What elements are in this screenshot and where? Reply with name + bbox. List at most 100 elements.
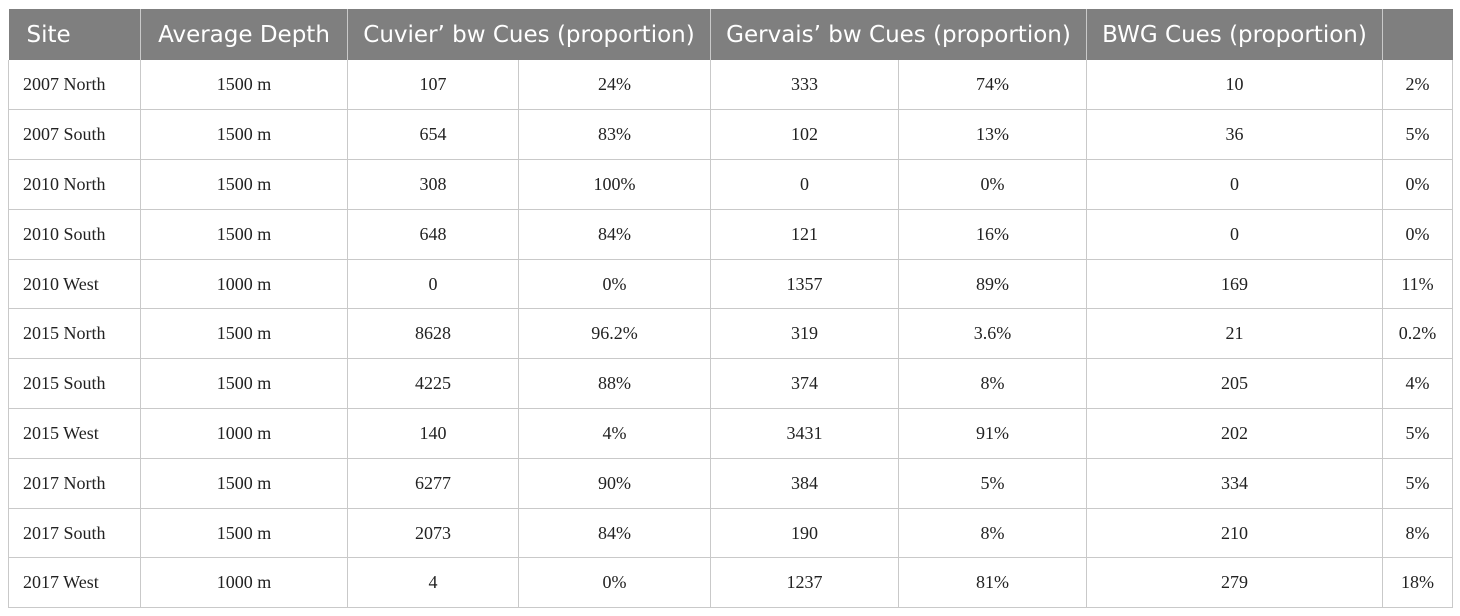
- cell-site: 2015 North: [8, 308, 141, 360]
- cell-gervais-count: 190: [710, 508, 899, 559]
- cell-average-depth: 1500 m: [140, 159, 348, 210]
- cues-table: Site Average Depth Cuvier’ bw Cues (prop…: [8, 9, 1454, 609]
- table-row: 2007 North 1500 m 107 24% 333 74% 10 2%: [8, 60, 1454, 111]
- cell-bwg-proportion: 11%: [1382, 259, 1454, 310]
- cell-gervais-proportion: 81%: [898, 557, 1087, 609]
- cell-gervais-proportion: 74%: [898, 60, 1087, 111]
- cell-average-depth: 1000 m: [140, 259, 348, 310]
- cell-bwg-count: 205: [1086, 358, 1384, 410]
- cell-gervais-count: 384: [710, 458, 899, 509]
- cell-gervais-proportion: 13%: [898, 109, 1087, 161]
- cell-site: 2007 South: [8, 109, 141, 161]
- cell-cuvier-count: 107: [347, 60, 519, 111]
- cell-bwg-proportion: 4%: [1382, 358, 1454, 410]
- cell-bwg-proportion: 18%: [1382, 557, 1454, 609]
- table-row: 2017 West 1000 m 4 0% 1237 81% 279 18%: [8, 557, 1454, 609]
- cell-cuvier-count: 4225: [347, 358, 519, 410]
- cell-gervais-count: 121: [710, 209, 899, 260]
- cell-site: 2017 West: [8, 557, 141, 609]
- cell-average-depth: 1500 m: [140, 358, 348, 410]
- cell-cuvier-proportion: 24%: [518, 60, 711, 111]
- header-site: Site: [8, 9, 141, 60]
- cell-gervais-count: 0: [710, 159, 899, 210]
- cell-bwg-proportion: 0%: [1382, 159, 1454, 210]
- cell-gervais-proportion: 91%: [898, 408, 1087, 459]
- header-gervais-cues: Gervais’ bw Cues (proportion): [710, 9, 1087, 60]
- cell-gervais-proportion: 0%: [898, 159, 1087, 210]
- cell-bwg-count: 334: [1086, 458, 1384, 509]
- cell-bwg-count: 202: [1086, 408, 1384, 459]
- cell-cuvier-proportion: 84%: [518, 508, 711, 559]
- cell-average-depth: 1500 m: [140, 209, 348, 260]
- cell-site: 2007 North: [8, 60, 141, 111]
- cell-cuvier-count: 308: [347, 159, 519, 210]
- cell-average-depth: 1500 m: [140, 109, 348, 161]
- cell-cuvier-count: 6277: [347, 458, 519, 509]
- cell-site: 2017 South: [8, 508, 141, 559]
- table-row: 2015 West 1000 m 140 4% 3431 91% 202 5%: [8, 408, 1454, 459]
- cell-bwg-count: 279: [1086, 557, 1384, 609]
- cell-gervais-count: 102: [710, 109, 899, 161]
- cell-bwg-proportion: 5%: [1382, 458, 1454, 509]
- cell-bwg-count: 0: [1086, 159, 1384, 210]
- cell-gervais-proportion: 3.6%: [898, 308, 1087, 360]
- cell-bwg-proportion: 5%: [1382, 109, 1454, 161]
- header-row: Site Average Depth Cuvier’ bw Cues (prop…: [8, 9, 1453, 60]
- cell-cuvier-proportion: 0%: [518, 259, 711, 310]
- table-row: 2010 North 1500 m 308 100% 0 0% 0 0%: [8, 159, 1454, 210]
- cell-gervais-proportion: 16%: [898, 209, 1087, 260]
- cell-bwg-count: 21: [1086, 308, 1384, 360]
- cell-gervais-proportion: 5%: [898, 458, 1087, 509]
- cell-bwg-count: 0: [1086, 209, 1384, 260]
- table-row: 2010 West 1000 m 0 0% 1357 89% 169 11%: [8, 259, 1454, 310]
- cell-average-depth: 1000 m: [140, 557, 348, 609]
- table-body: 2007 North 1500 m 107 24% 333 74% 10 2% 2007 Sou…: [8, 60, 1454, 609]
- cell-cuvier-proportion: 96.2%: [518, 308, 711, 360]
- cell-gervais-count: 3431: [710, 408, 899, 459]
- cell-cuvier-count: 140: [347, 408, 519, 459]
- table-row: 2010 South 1500 m 648 84% 121 16% 0 0%: [8, 209, 1454, 260]
- table-row: 2007 South 1500 m 654 83% 102 13% 36 5%: [8, 109, 1454, 161]
- cell-gervais-proportion: 8%: [898, 508, 1087, 559]
- cell-cuvier-proportion: 4%: [518, 408, 711, 459]
- table-header: Site Average Depth Cuvier’ bw Cues (prop…: [8, 9, 1453, 60]
- cell-bwg-count: 169: [1086, 259, 1384, 310]
- cell-gervais-proportion: 89%: [898, 259, 1087, 310]
- cell-average-depth: 1500 m: [140, 508, 348, 559]
- cell-site: 2015 South: [8, 358, 141, 410]
- cell-bwg-proportion: 8%: [1382, 508, 1454, 559]
- cell-cuvier-proportion: 83%: [518, 109, 711, 161]
- cell-average-depth: 1000 m: [140, 408, 348, 459]
- cell-average-depth: 1500 m: [140, 60, 348, 111]
- table-row: 2015 South 1500 m 4225 88% 374 8% 205 4%: [8, 358, 1454, 410]
- cell-site: 2010 North: [8, 159, 141, 210]
- header-average-depth: Average Depth: [140, 9, 348, 60]
- cell-gervais-count: 333: [710, 60, 899, 111]
- cell-site: 2017 North: [8, 458, 141, 509]
- cell-cuvier-count: 4: [347, 557, 519, 609]
- cell-gervais-count: 319: [710, 308, 899, 360]
- cell-cuvier-count: 2073: [347, 508, 519, 559]
- cell-bwg-count: 10: [1086, 60, 1384, 111]
- cell-cuvier-proportion: 88%: [518, 358, 711, 410]
- cell-cuvier-count: 8628: [347, 308, 519, 360]
- table-row: 2017 South 1500 m 2073 84% 190 8% 210 8%: [8, 508, 1454, 559]
- cell-cuvier-proportion: 84%: [518, 209, 711, 260]
- cell-site: 2010 West: [8, 259, 141, 310]
- cell-average-depth: 1500 m: [140, 458, 348, 509]
- cell-average-depth: 1500 m: [140, 308, 348, 360]
- cell-gervais-count: 1357: [710, 259, 899, 310]
- cell-site: 2015 West: [8, 408, 141, 459]
- cell-gervais-count: 374: [710, 358, 899, 410]
- cell-cuvier-proportion: 90%: [518, 458, 711, 509]
- cell-gervais-count: 1237: [710, 557, 899, 609]
- cell-bwg-count: 210: [1086, 508, 1384, 559]
- cell-bwg-proportion: 2%: [1382, 60, 1454, 111]
- cell-site: 2010 South: [8, 209, 141, 260]
- header-bwg-cues: BWG Cues (proportion): [1086, 9, 1384, 60]
- header-empty: [1383, 9, 1453, 60]
- table-row: 2017 North 1500 m 6277 90% 384 5% 334 5%: [8, 458, 1454, 509]
- table-row: 2015 North 1500 m 8628 96.2% 319 3.6% 21 0.2%: [8, 308, 1454, 360]
- cell-cuvier-count: 648: [347, 209, 519, 260]
- cell-bwg-proportion: 0%: [1382, 209, 1454, 260]
